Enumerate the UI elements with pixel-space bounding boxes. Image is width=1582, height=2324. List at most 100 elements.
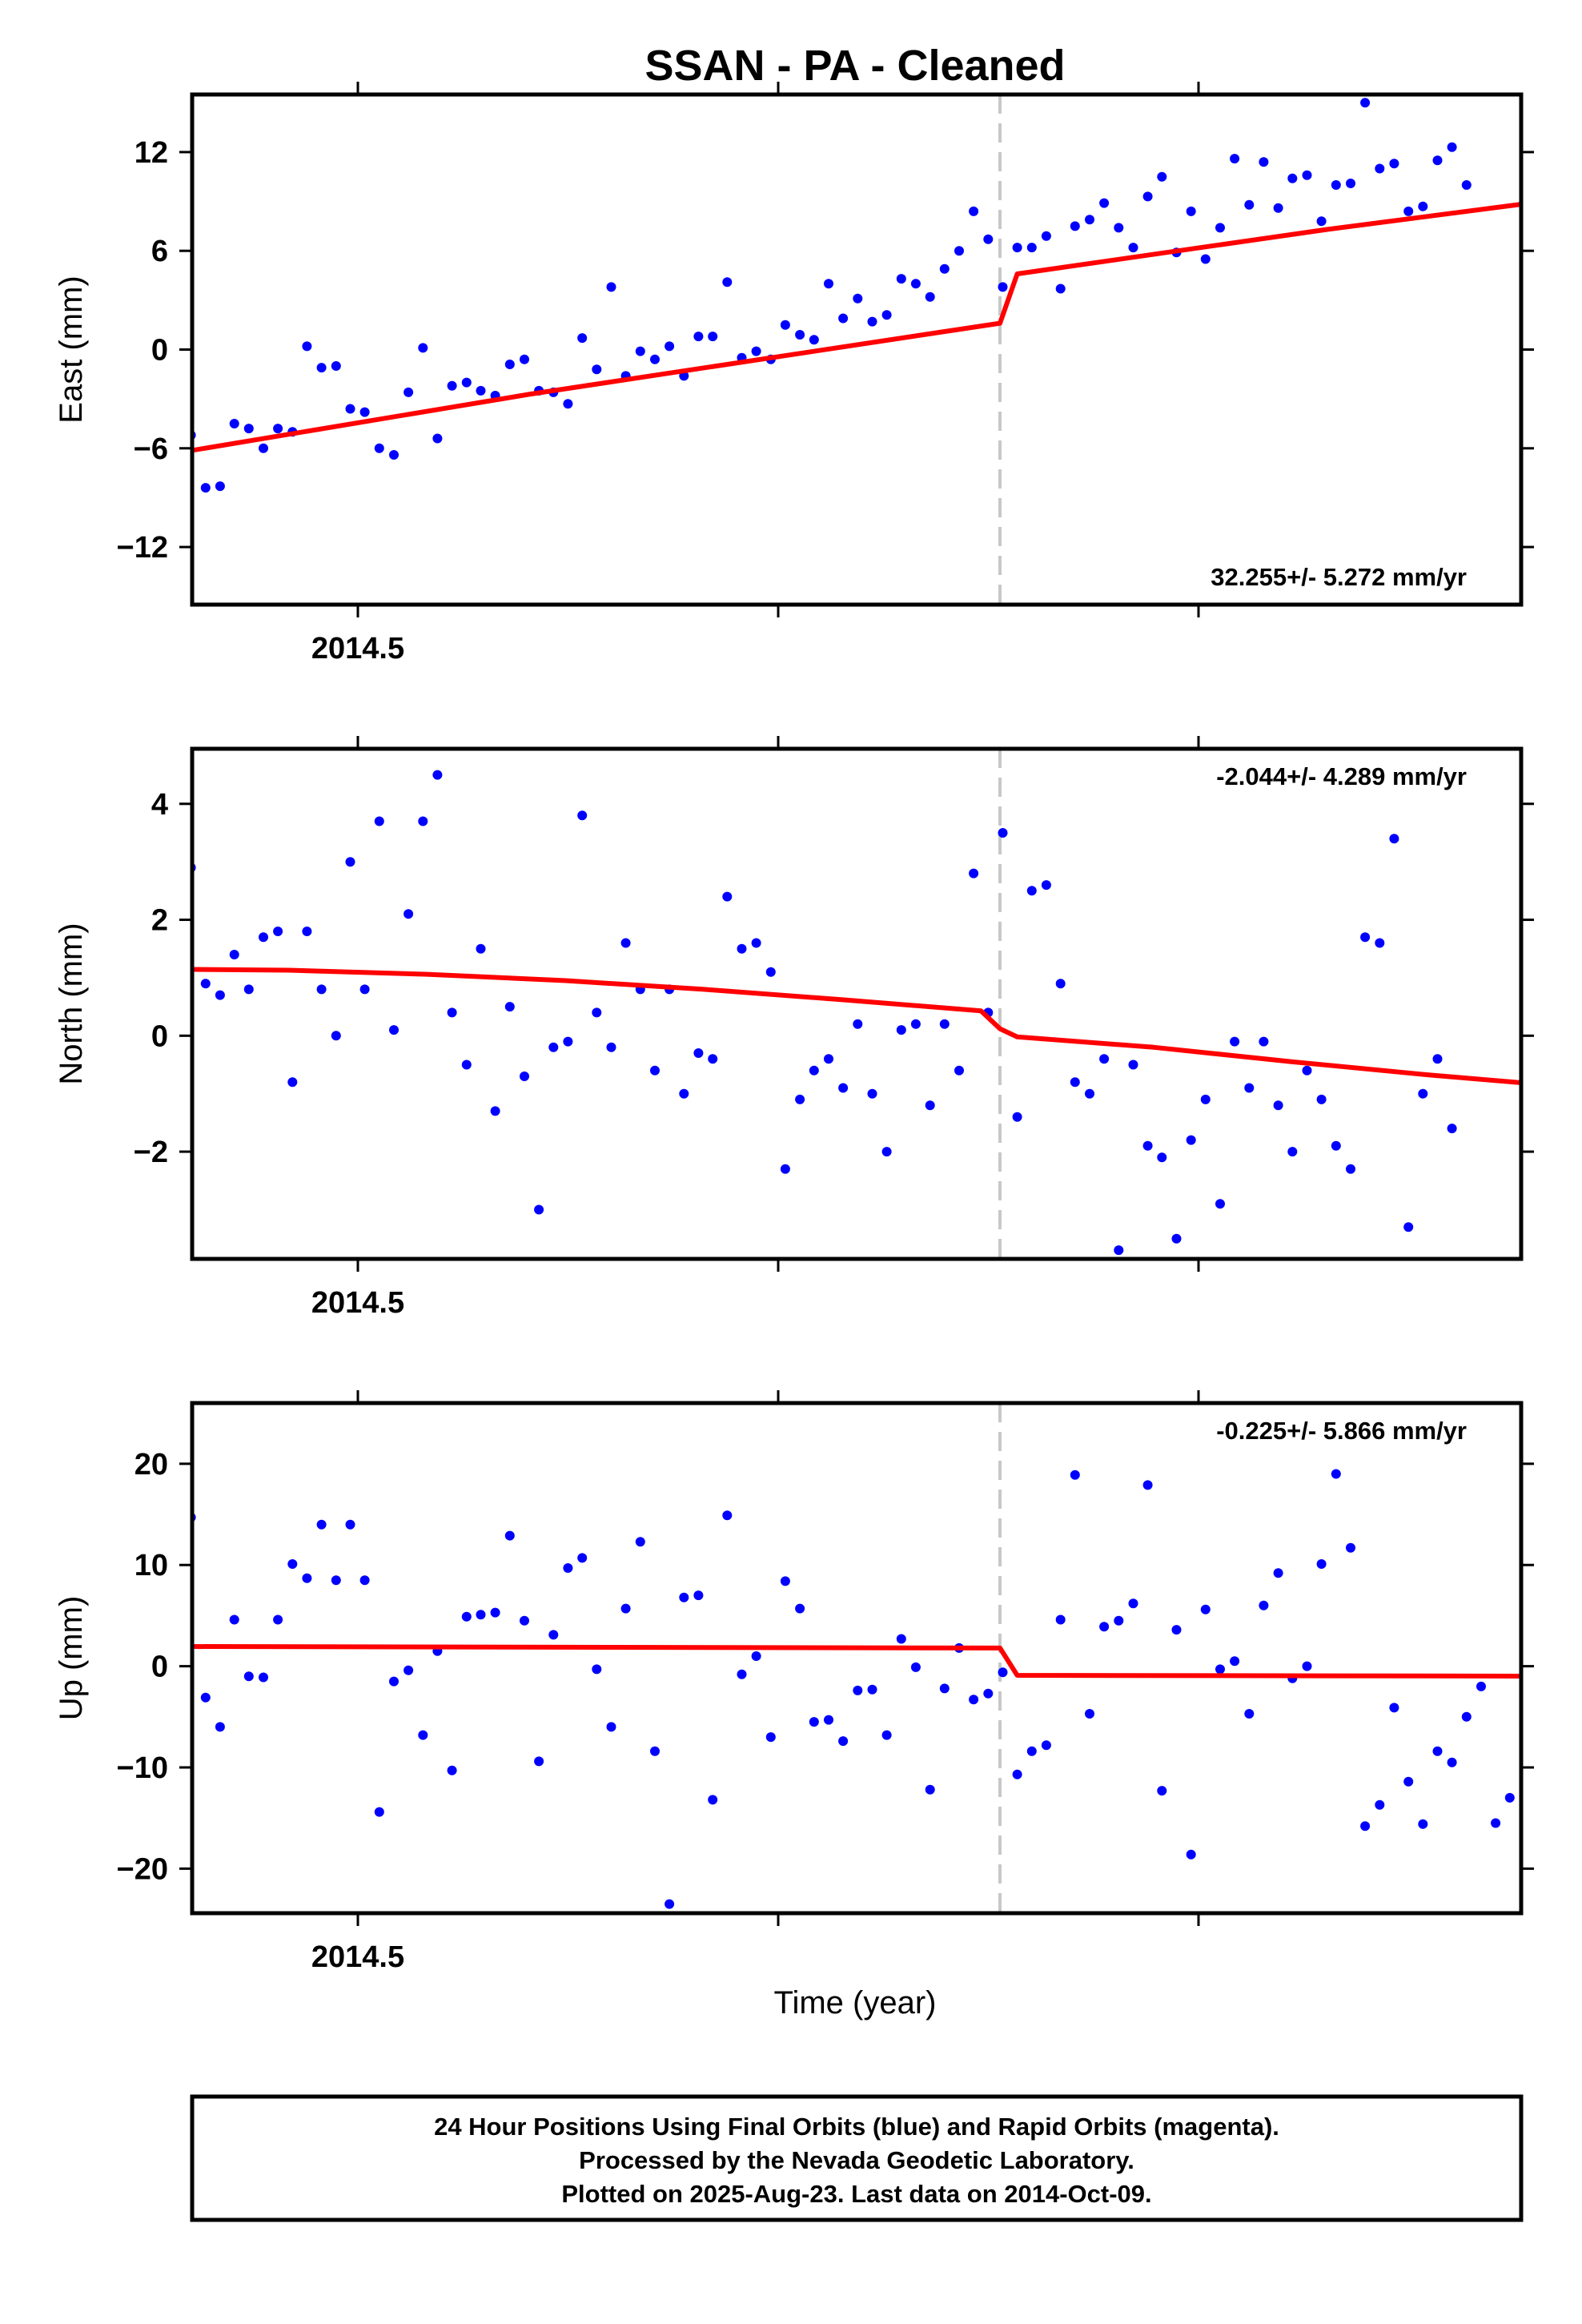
east-data-point	[969, 206, 979, 216]
north-data-point	[26, 846, 36, 855]
east-data-point	[1085, 215, 1094, 225]
north-data-point	[12, 1066, 22, 1076]
up-data-point	[1273, 1568, 1283, 1578]
east-data-point	[316, 363, 327, 373]
east-data-point	[432, 433, 443, 444]
up-data-point	[548, 1630, 559, 1640]
north-data-point	[143, 1054, 152, 1063]
up-data-point	[1230, 1656, 1240, 1667]
east-data-point	[795, 330, 805, 340]
north-data-point	[679, 1088, 689, 1099]
up-data-point	[374, 1807, 384, 1817]
east-data-point	[114, 452, 123, 461]
up-data-point	[504, 1530, 515, 1541]
up-data-point	[12, 1709, 22, 1719]
east-data-point	[215, 481, 225, 492]
north-data-point	[331, 1031, 341, 1041]
north-data-point	[1244, 1083, 1255, 1093]
north-data-point	[969, 868, 979, 879]
east-data-point	[853, 293, 863, 304]
north-data-point	[1085, 1088, 1094, 1099]
north-data-point	[243, 984, 254, 995]
up-data-point	[708, 1795, 718, 1805]
north-data-point	[1215, 1199, 1225, 1209]
east-frame	[190, 92, 1524, 607]
up-data-point	[1346, 1542, 1355, 1553]
north-ylabel: North (mm)	[54, 923, 89, 1084]
east-data-point	[418, 343, 428, 353]
up-data-point	[969, 1695, 979, 1705]
east-data-point	[389, 450, 399, 460]
north-data-point	[1142, 1140, 1153, 1151]
north-data-point	[1403, 1222, 1414, 1232]
east-data-point	[1331, 180, 1341, 190]
north-data-point	[910, 1019, 921, 1029]
east-data-point	[635, 346, 645, 356]
east-data-point	[1389, 159, 1399, 169]
up-data-point	[287, 1559, 298, 1569]
north-ytick-label: 0	[151, 1019, 168, 1053]
footer-frame	[190, 2094, 1524, 2222]
east-xtick-label: 2014.5	[311, 632, 404, 665]
up-data-point	[1099, 1622, 1110, 1632]
north-data-point	[592, 1007, 602, 1018]
north-data-point	[722, 891, 733, 902]
east-data-point	[0, 501, 7, 511]
north-data-point	[737, 943, 747, 954]
north-data-point	[809, 1065, 819, 1076]
up-frame	[190, 1401, 1524, 1916]
up-data-point	[620, 1603, 631, 1614]
north-data-point	[1026, 886, 1037, 896]
up-data-point	[606, 1722, 616, 1732]
east-data-point	[592, 364, 602, 375]
north-ytick-label: 2	[151, 904, 168, 938]
up-data-point	[404, 1665, 414, 1675]
east-data-point	[925, 292, 935, 302]
east-data-point	[665, 341, 675, 352]
north-data-point	[114, 753, 123, 762]
up-data-point	[447, 1765, 457, 1775]
up-data-point	[1259, 1600, 1269, 1610]
up-data-point	[665, 1899, 675, 1909]
east-data-point	[1461, 180, 1472, 190]
panel-east: −12 −6 0 6 12 2014.5 East (mm) 32.255+/- 5.272 …	[0, 82, 1534, 665]
up-data-point	[1041, 1740, 1051, 1751]
north-data-point	[215, 990, 225, 1000]
north-data-point	[1230, 1036, 1240, 1047]
east-data-point	[70, 485, 80, 494]
east-fit-line	[192, 202, 1521, 453]
east-ytick-label: 0	[151, 334, 168, 368]
east-data-point	[896, 274, 906, 284]
east-data-point	[939, 263, 950, 274]
up-data-point	[592, 1664, 602, 1675]
north-data-point	[1055, 979, 1066, 989]
up-data-point	[1375, 1799, 1385, 1810]
north-data-point	[1012, 1112, 1022, 1122]
up-data-point	[26, 1590, 36, 1599]
up-data-point	[1432, 1746, 1443, 1756]
north-data-point	[998, 828, 1008, 838]
up-data-point	[998, 1667, 1008, 1678]
up-data-point	[881, 1730, 892, 1740]
east-data-point	[243, 424, 254, 434]
up-data-point	[243, 1671, 254, 1682]
up-data-point	[1316, 1559, 1327, 1569]
east-data-point	[1302, 170, 1312, 180]
up-data-point	[939, 1683, 950, 1694]
north-data-point	[42, 886, 51, 895]
east-data-point	[809, 335, 819, 345]
north-data-point	[1316, 1094, 1327, 1104]
east-data-point	[476, 385, 486, 396]
up-data-point	[867, 1684, 877, 1695]
up-data-point	[520, 1615, 529, 1626]
up-data-point	[1244, 1709, 1255, 1719]
north-data-point	[70, 892, 80, 902]
north-data-point	[824, 1054, 833, 1064]
east-data-point	[1055, 283, 1066, 294]
up-data-point	[693, 1590, 704, 1601]
east-data-point	[345, 404, 355, 414]
north-data-point	[273, 927, 283, 936]
north-data-point	[853, 1019, 863, 1029]
east-data-point	[520, 354, 529, 364]
